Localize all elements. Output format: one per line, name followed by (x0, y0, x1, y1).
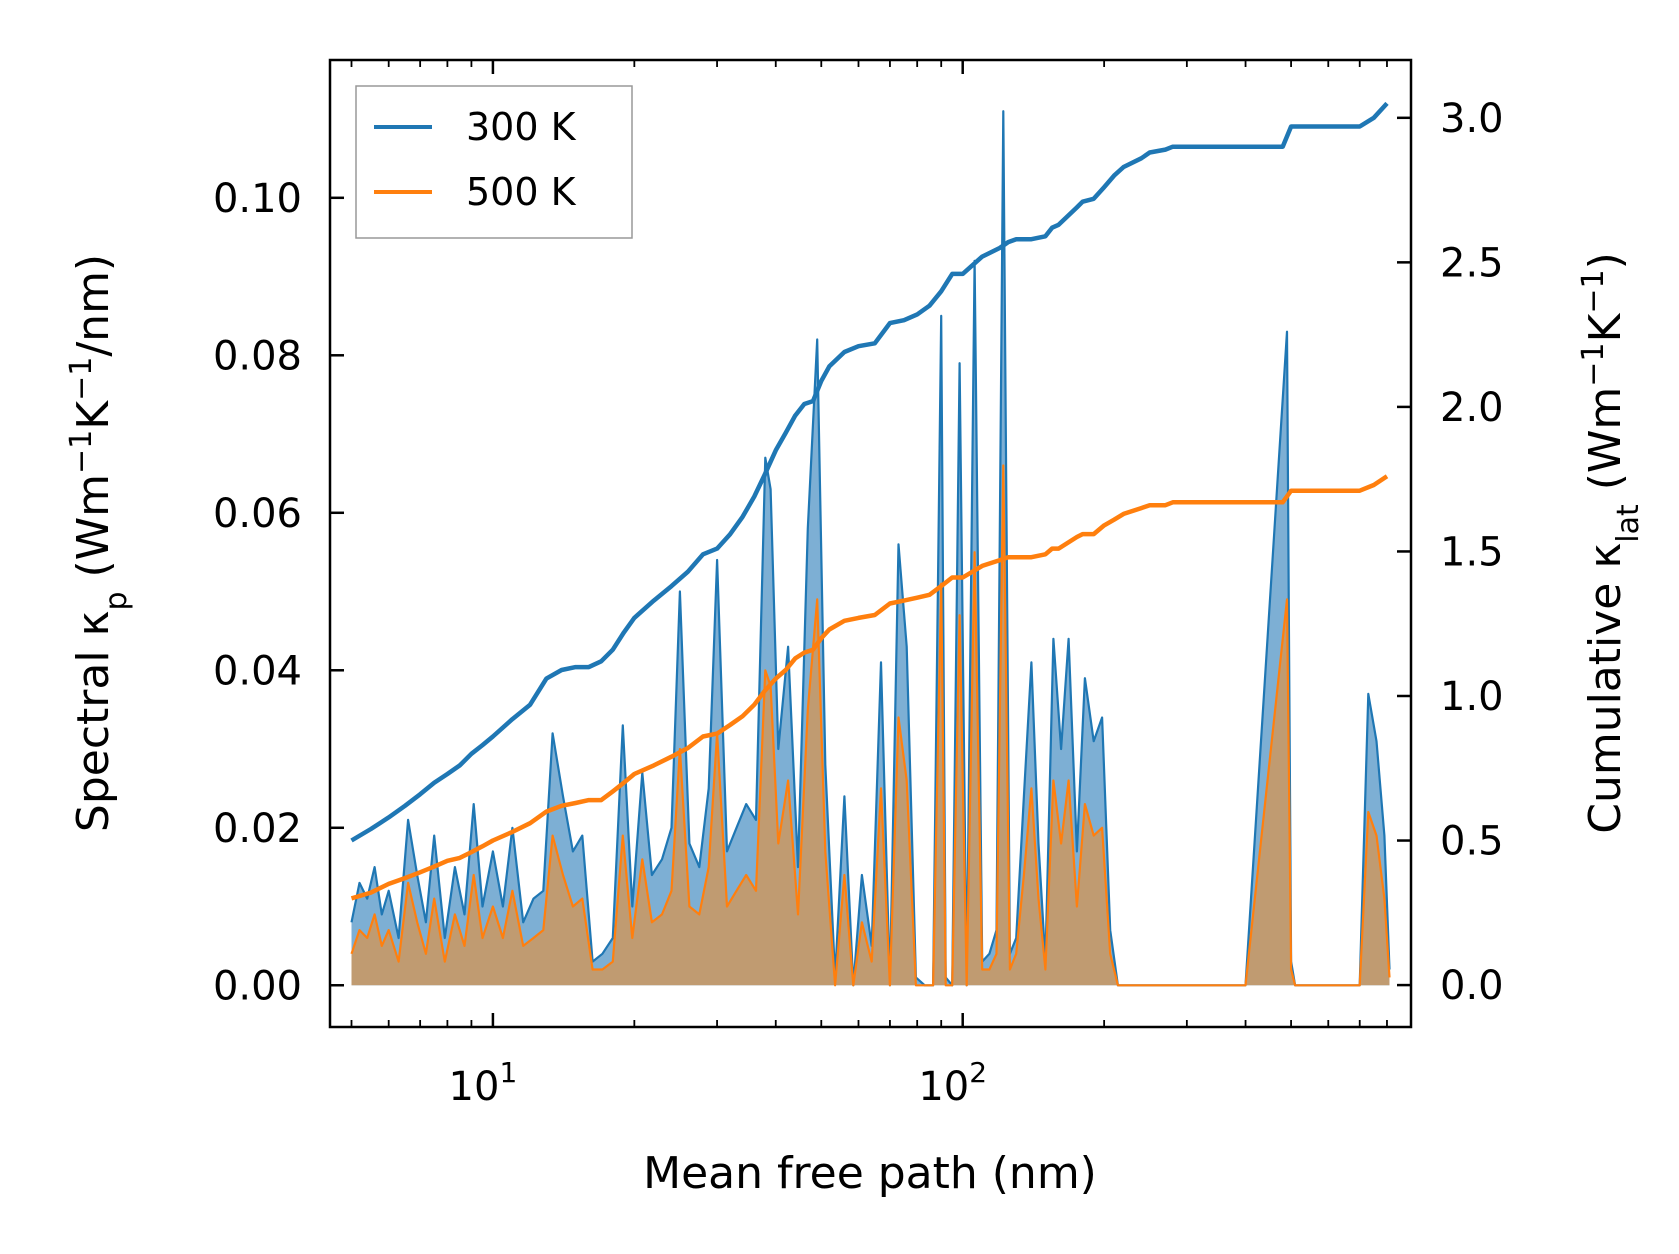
legend: 300 K 500 K (355, 85, 633, 239)
right-y-tick-label: 2.5 (1440, 240, 1504, 286)
right-y-tick-label: 1.5 (1440, 529, 1504, 575)
right-y-tick-label: 0.5 (1440, 819, 1504, 865)
left-y-tick-label: 0.00 (213, 963, 302, 1009)
right-y-tick-label: 1.0 (1440, 674, 1504, 720)
legend-label-300k: 300 K (466, 105, 577, 149)
x-tick-label: 101 (449, 1056, 518, 1110)
cumulative-line-500k (350, 474, 1389, 901)
left-y-tick-label: 0.06 (213, 491, 302, 537)
right-y-tick-label: 0.0 (1440, 963, 1504, 1009)
spectral-line-500k (350, 464, 1391, 987)
data-lines (350, 101, 1389, 901)
right-y-tick-label: 3.0 (1440, 96, 1504, 142)
legend-box (355, 85, 633, 239)
left-y-tick-label: 0.08 (213, 333, 302, 379)
plot-frame (328, 58, 1413, 1029)
left-y-tick-label: 0.10 (213, 176, 302, 222)
x-tick-label: 102 (918, 1056, 987, 1110)
spectral-areas (350, 110, 1391, 987)
x-axis-label: Mean free path (nm) (643, 1148, 1097, 1199)
cumulative-line-300k (350, 101, 1389, 843)
left-y-axis-label: Spectral κp (Wm−1K−1/nm) (64, 254, 134, 832)
spectral-area-500k (351, 465, 1390, 986)
right-y-axis-label: Cumulative κlat (Wm−1K−1) (1576, 252, 1646, 834)
axis-tick-labels: 101 102 0.00 0.02 0.04 0.06 0.08 0.10 0.0 0.5 1.0 1… (213, 96, 1504, 1110)
axis-ticks (330, 60, 1411, 1027)
right-y-tick-label: 2.0 (1440, 385, 1504, 431)
left-y-tick-label: 0.02 (213, 806, 302, 852)
left-y-tick-label: 0.04 (213, 648, 302, 694)
legend-label-500k: 500 K (466, 170, 577, 214)
